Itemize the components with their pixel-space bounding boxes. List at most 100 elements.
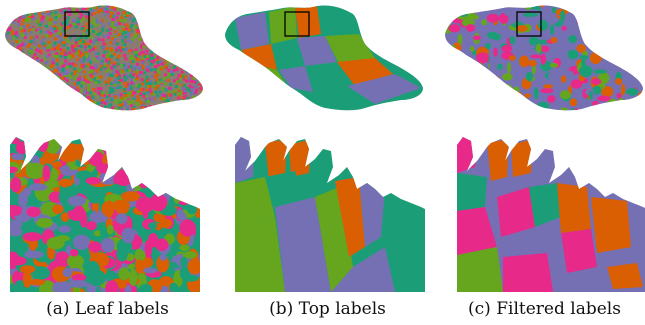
leaf-labels-zoom [10, 137, 200, 292]
label-cell [59, 33, 63, 37]
label-cell [17, 91, 21, 95]
label-cell [33, 87, 37, 91]
label-cell [70, 114, 73, 116]
label-cell [126, 39, 130, 43]
label-cell [169, 96, 173, 100]
label-cell [159, 27, 163, 31]
label-cell [193, 10, 197, 14]
label-cell [26, 72, 30, 75]
label-patch [451, 59, 457, 71]
label-cell [154, 90, 158, 94]
label-cell [199, 55, 203, 59]
label-cell [34, 9, 38, 12]
label-cell [152, 21, 156, 25]
label-cell [133, 25, 137, 29]
label-cell [57, 113, 60, 116]
label-cell [124, 73, 128, 77]
label-cell [174, 106, 178, 110]
label-cell [42, 102, 46, 106]
label-cell [22, 25, 26, 29]
label-cell [139, 87, 143, 91]
label-cell [158, 43, 162, 47]
label-cell [26, 44, 30, 48]
label-cell [121, 26, 125, 30]
label-patch [447, 107, 452, 111]
label-cell [85, 102, 89, 106]
label-cell [179, 92, 183, 95]
label-cell [143, 92, 146, 96]
label-cell [19, 27, 23, 31]
label-cell [184, 23, 188, 27]
label-cell [150, 50, 153, 54]
label-cell [61, 67, 65, 71]
label-cell [179, 33, 183, 37]
label-cell [192, 30, 196, 34]
label-cell [178, 101, 182, 105]
label-cell [97, 38, 101, 42]
label-cell [56, 106, 60, 109]
label-cell [197, 15, 201, 19]
label-cell [163, 77, 167, 81]
label-cell [17, 63, 21, 67]
label-cell [123, 19, 127, 23]
label-cell [191, 114, 194, 116]
label-cell [33, 11, 37, 15]
label-patch [603, 103, 611, 111]
label-cell [145, 75, 149, 79]
label-cell [34, 73, 37, 77]
label-cell [204, 69, 205, 72]
label-cell [189, 11, 193, 15]
label-cell [14, 30, 18, 34]
label-cell [143, 151, 154, 162]
label-patch [470, 5, 479, 13]
label-cell [23, 112, 26, 115]
label-cell [198, 10, 202, 14]
label-cell [42, 66, 46, 70]
label-cell [143, 55, 147, 58]
label-cell [5, 105, 8, 109]
label-cell [149, 15, 153, 19]
label-cell [95, 112, 98, 115]
label-cell [182, 21, 186, 25]
label-cell [42, 42, 46, 46]
label-cell [26, 19, 30, 23]
label-cell [180, 109, 184, 111]
label-patch [617, 29, 624, 36]
label-cell [204, 25, 205, 28]
label-cell [14, 89, 18, 92]
label-cell [154, 30, 157, 34]
label-cell [113, 174, 120, 185]
label-cell [188, 84, 192, 88]
label-cell [55, 101, 59, 104]
label-cell [128, 28, 132, 32]
label-cell [173, 42, 177, 46]
label-cell [149, 89, 153, 93]
label-cell [65, 96, 69, 100]
label-cell [160, 176, 180, 184]
label-cell [148, 149, 162, 157]
label-cell [23, 56, 27, 60]
label-patch [619, 102, 624, 111]
label-cell [166, 52, 170, 56]
label-cell [176, 37, 180, 41]
label-cell [187, 29, 191, 33]
label-cell [28, 12, 32, 16]
label-cell [93, 5, 97, 9]
label-cell [14, 82, 18, 86]
label-cell [99, 87, 103, 91]
label-cell [185, 63, 189, 67]
label-cell [11, 64, 15, 68]
label-cell [118, 267, 130, 281]
label-cell [106, 72, 110, 76]
label-cell [49, 5, 53, 9]
label-cell [40, 12, 44, 16]
label-cell [65, 113, 68, 116]
label-cell [49, 27, 53, 30]
label-cell [196, 14, 200, 18]
label-cell [128, 85, 132, 89]
label-cell [81, 17, 85, 21]
label-cell [60, 38, 64, 42]
label-cell [16, 101, 20, 105]
label-patch [636, 69, 642, 77]
label-cell [173, 34, 177, 38]
